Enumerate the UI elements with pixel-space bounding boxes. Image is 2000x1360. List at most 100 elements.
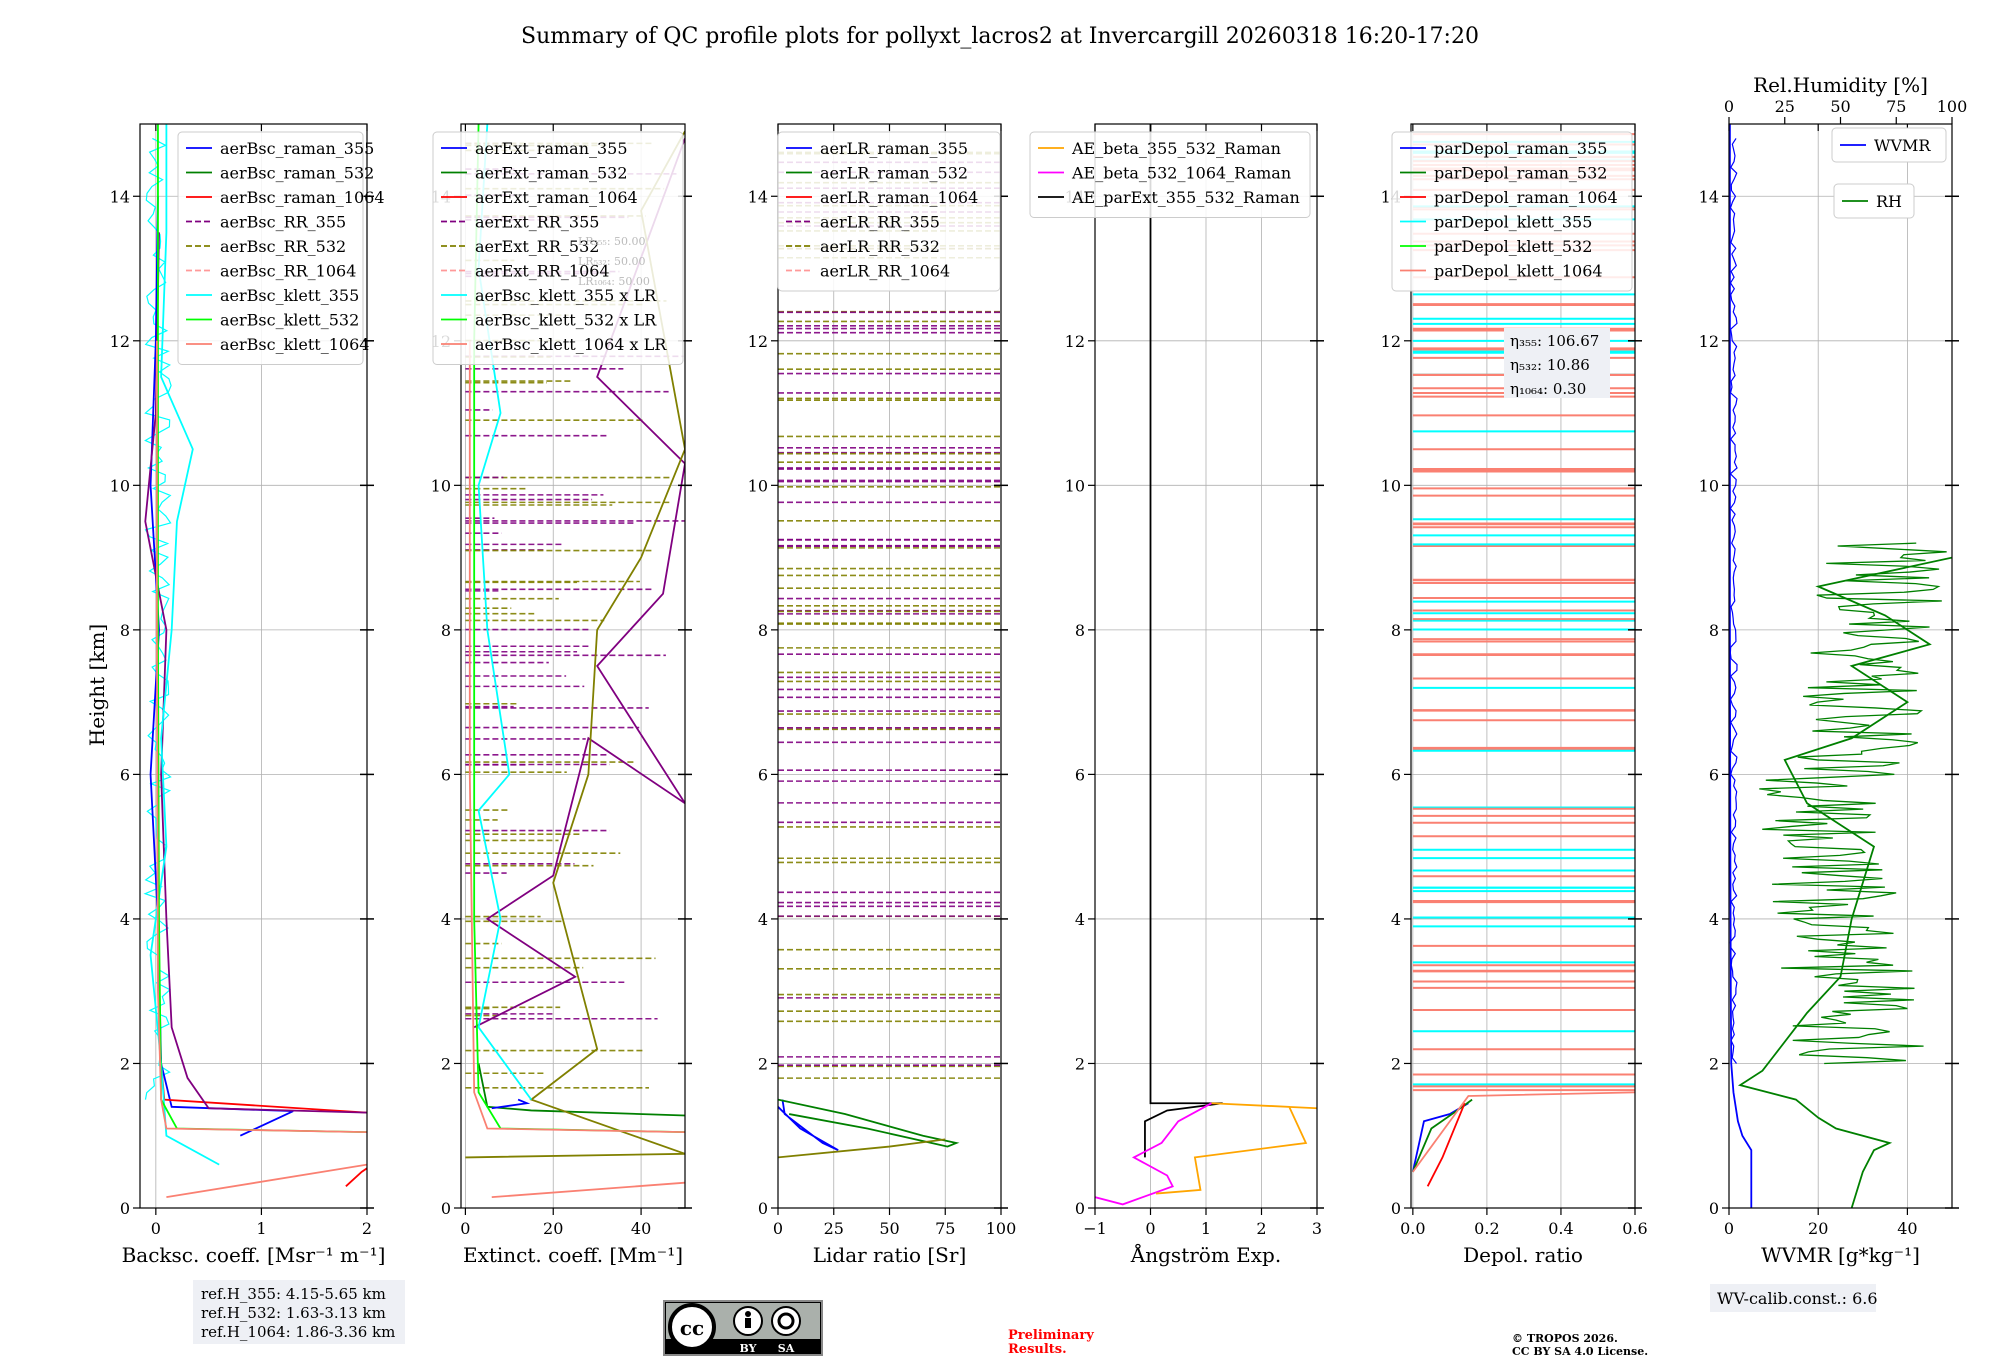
y-tick-label: 2 — [1391, 1054, 1401, 1073]
legend-ae: AE_beta_355_532_Raman AE_beta_532_1064_Ra… — [1029, 131, 1311, 218]
series-aerbsc-klett-1064-upper — [155, 340, 367, 1134]
legend-label: aerLR_RR_532 — [820, 237, 940, 256]
y-tick-label: 4 — [1075, 910, 1085, 929]
x-tick-label: 0 — [1145, 1219, 1155, 1238]
x-tick-label: 0.0 — [1400, 1219, 1425, 1238]
y-tick-label: 14 — [748, 187, 768, 206]
y-tick-label: 0 — [1709, 1199, 1719, 1218]
legend-label: parDepol_klett_1064 — [1434, 262, 1603, 281]
y-tick-label: 8 — [441, 621, 451, 640]
y-tick-label: 8 — [1391, 621, 1401, 640]
legend-label: aerBsc_RR_1064 — [220, 262, 356, 281]
x-tick-label: 3 — [1312, 1219, 1322, 1238]
series-group-wv — [1729, 124, 1952, 1208]
legend-label: aerLR_raman_1064 — [820, 188, 978, 207]
series-ae-parext-355-532-raman — [1144, 124, 1223, 1158]
legend-label: WVMR — [1874, 136, 1931, 155]
top-x-tick-label: 0 — [1724, 97, 1734, 116]
copyright-line2: CC BY SA 4.0 License. — [1512, 1345, 1648, 1358]
cc-icon — [668, 1303, 716, 1351]
legend-bsc: aerBsc_raman_355 aerBsc_raman_532 aerBsc_r… — [177, 131, 385, 365]
x-tick-label: 2 — [362, 1219, 372, 1238]
series-aerext-raman-532 — [477, 1063, 685, 1117]
annotation-text: LR₁₀₆₄: 50.00 — [578, 275, 650, 288]
series-aerlr-raman-532 — [778, 1098, 960, 1148]
wvmr-noise-series — [1729, 138, 1738, 1064]
y-tick-label: 14 — [1699, 187, 1719, 206]
x-tick-label: 25 — [824, 1219, 844, 1238]
svg-text:cc: cc — [680, 1316, 704, 1340]
x-tick-label: 100 — [986, 1219, 1017, 1238]
legend-box — [177, 131, 364, 365]
legend-label: aerBsc_klett_532 — [220, 311, 359, 330]
axes-frame — [1410, 123, 1636, 1209]
y-tick-label: 10 — [431, 476, 451, 495]
annotation-text: LR₃₅₅: 50.00 — [578, 235, 646, 248]
x-axis-label-bsc: Backsc. coeff. [Msr⁻¹ m⁻¹] — [122, 1243, 386, 1267]
legend-label: parDepol_raman_1064 — [1434, 188, 1618, 207]
legend-label: aerLR_raman_355 — [820, 139, 968, 158]
legend-label: aerExt_RR_532 — [475, 237, 599, 256]
annotation-box — [1504, 328, 1610, 398]
series-aerlr-rr-532-low — [778, 1138, 946, 1159]
series-aerlr-raman-355 — [778, 1099, 839, 1152]
annotation-text: LR₅₃₂: 50.00 — [578, 255, 646, 268]
top-x-tick-label: 75 — [1886, 97, 1906, 116]
legend-label: aerBsc_klett_1064 x LR — [475, 335, 667, 354]
x-tick-label: 40 — [1897, 1219, 1917, 1238]
annotation-text: η₃₅₅: 106.67 — [1510, 332, 1599, 350]
y-tick-label: 0 — [441, 1199, 451, 1218]
series-wvmr — [1729, 124, 1753, 1208]
copyright-line1: © TROPOS 2026. — [1512, 1332, 1618, 1345]
y-tick-label: 6 — [1709, 765, 1719, 784]
y-tick-label: 4 — [120, 910, 130, 929]
y-tick-label: 2 — [120, 1054, 130, 1073]
license-by: BY — [740, 1342, 757, 1355]
legend-box — [1029, 131, 1311, 218]
y-tick-label: 2 — [441, 1054, 451, 1073]
legend-label: parDepol_raman_532 — [1434, 164, 1607, 183]
y-tick-label: 4 — [441, 910, 451, 929]
annotation-text: η₅₃₂: 10.86 — [1510, 356, 1590, 374]
legend-label: aerLR_RR_1064 — [820, 262, 950, 281]
series-aerext-raman-355 — [491, 1098, 531, 1110]
legend-label: aerBsc_klett_355 — [220, 286, 359, 305]
x-axis-label-ae: Ångström Exp. — [1130, 1242, 1281, 1267]
series-rh — [1737, 556, 1952, 1208]
rh-noise-series — [1759, 542, 1947, 1065]
figure-title: Summary of QC profile plots for pollyxt_… — [521, 24, 1479, 49]
series-ae-beta-532-1064-raman — [1095, 1102, 1212, 1206]
y-tick-label: 8 — [758, 621, 768, 640]
y-tick-label: 6 — [758, 765, 768, 784]
y-tick-label: 0 — [758, 1199, 768, 1218]
sa-icon — [771, 1306, 801, 1336]
y-tick-label: 0 — [1391, 1199, 1401, 1218]
noise-series-klett-355 — [143, 137, 172, 1100]
series-aerext-rr-532 — [465, 130, 685, 1159]
y-tick-label: 0 — [1075, 1199, 1085, 1218]
x-axis-label-wv: WVMR [g*kg⁻¹] — [1761, 1243, 1920, 1267]
x-axis-label-ext: Extinct. coeff. [Mm⁻¹] — [463, 1243, 683, 1267]
legend-depol: parDepol_raman_355 parDepol_raman_532 parD… — [1391, 131, 1633, 292]
legend-label: aerExt_RR_355 — [475, 213, 599, 232]
series-group-ae — [1095, 124, 1317, 1206]
series-aerext-rr-355 — [473, 138, 685, 1029]
series-group-depol — [1411, 133, 1635, 1187]
x-tick-label: 2 — [1256, 1219, 1266, 1238]
axes-frame — [139, 123, 368, 1209]
y-tick-label: 10 — [748, 476, 768, 495]
top-x-tick-label: 50 — [1830, 97, 1850, 116]
x-tick-label: 20 — [543, 1219, 563, 1238]
y-tick-label: 8 — [1709, 621, 1719, 640]
preliminary-line2: Results. — [1008, 1342, 1067, 1357]
y-tick-label: 4 — [1391, 910, 1401, 929]
series-aerbsc-klett-1064-x-lr — [491, 1181, 685, 1199]
legend-label: parDepol_klett_355 — [1434, 213, 1592, 232]
y-tick-label: 12 — [1065, 332, 1085, 351]
y-tick-label: 2 — [1075, 1054, 1085, 1073]
legend-label: aerBsc_RR_532 — [220, 237, 346, 256]
legend-label: aerBsc_raman_532 — [220, 164, 374, 183]
legend-label: aerBsc_RR_355 — [220, 213, 346, 232]
